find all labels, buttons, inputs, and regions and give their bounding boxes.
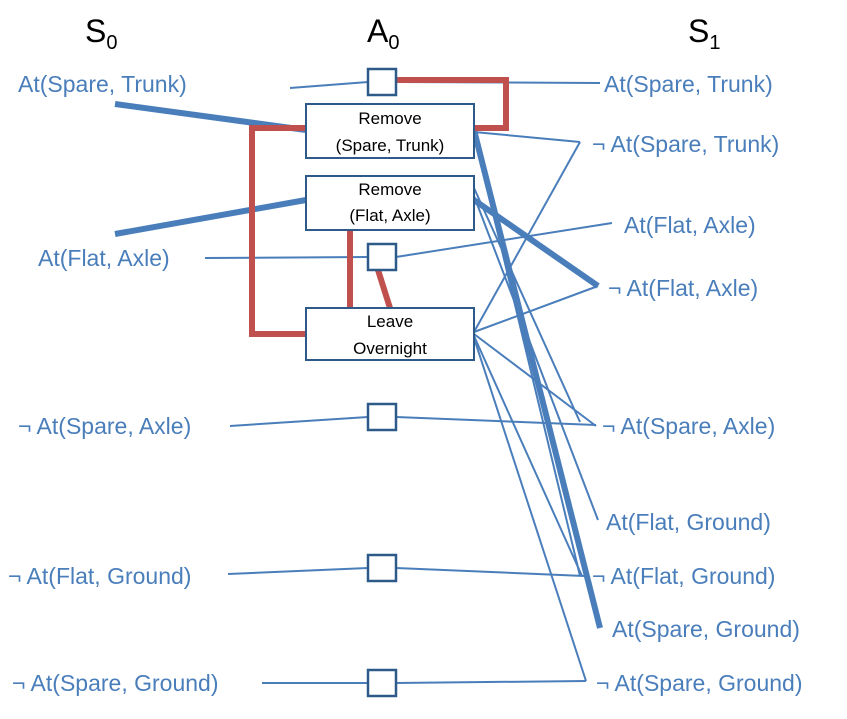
s1-literal: At(Flat, Ground) [606, 509, 771, 535]
edge-leave-not-flat-ground [473, 335, 583, 577]
edge-s0-flat-axle-remove [114, 197, 307, 237]
s0-literals: At(Spare, Trunk) At(Flat, Axle) ¬ At(Spa… [8, 71, 218, 696]
edge-s0-spare-axle-noop [229, 416, 369, 427]
header-a0: A0 [367, 13, 399, 54]
edge-noop-s1-not-spare-axle [395, 416, 597, 426]
s1-literal: At(Spare, Trunk) [604, 71, 773, 97]
s0-literal: At(Flat, Axle) [38, 245, 170, 271]
s0-literal: ¬ At(Spare, Axle) [18, 413, 191, 439]
mutex-links [249, 77, 509, 337]
s1-literal: ¬ At(Flat, Axle) [608, 275, 758, 301]
edge-noop-s1-not-spare-ground [395, 680, 587, 684]
s1-literal: ¬ At(Spare, Trunk) [592, 131, 779, 157]
edge-remove-flat-not-spare-axle [473, 187, 581, 423]
edge-remove-spare-not-spare-trunk [473, 131, 581, 143]
action-label-line2: (Spare, Trunk) [336, 136, 445, 155]
edge-s0-spare-trunk-noop [289, 81, 369, 89]
edge-remove-flat-flat-ground [473, 195, 599, 521]
noop-spare-trunk [366, 67, 398, 97]
noop-boxes [366, 67, 398, 698]
header-s1: S1 [688, 13, 720, 54]
mutex-remove-spare-leave [249, 125, 306, 337]
edge-remove-flat-not-flat-axle [472, 197, 600, 289]
s1-literal: At(Spare, Ground) [612, 616, 800, 642]
action-label-line2: (Flat, Axle) [349, 206, 430, 225]
s1-literal: ¬ At(Spare, Axle) [602, 413, 775, 439]
action-label-line1: Leave [367, 312, 413, 331]
mutex-noop-flat-axle-leave [375, 269, 393, 309]
edge-leave-not-spare-ground [473, 337, 587, 682]
noop-spare-axle [366, 402, 398, 432]
s0-literal: ¬ At(Flat, Ground) [8, 563, 191, 589]
edge-s0-flat-axle-noop [204, 256, 369, 259]
edge-leave-not-flat-axle [473, 285, 599, 333]
action-remove-spare-trunk: Remove (Spare, Trunk) [305, 103, 475, 159]
action-label-line1: Remove [358, 180, 421, 199]
header-s0: S0 [85, 13, 117, 54]
action-remove-flat-axle: Remove (Flat, Axle) [305, 175, 475, 231]
mutex-noop-remove-spare [396, 77, 509, 131]
action-leave-overnight: Leave Overnight [305, 307, 475, 361]
noop-flat-ground [366, 553, 398, 583]
edge-s0-flat-ground-noop [227, 567, 369, 575]
noop-spare-ground [366, 668, 398, 698]
s1-literal: At(Flat, Axle) [624, 212, 756, 238]
s0-literal: At(Spare, Trunk) [18, 71, 187, 97]
s1-literals: At(Spare, Trunk) ¬ At(Spare, Trunk) At(F… [592, 71, 802, 696]
edge-noop-s1-not-flat-ground [395, 567, 585, 577]
action-label-line1: Remove [358, 109, 421, 128]
s0-literal: ¬ At(Spare, Ground) [12, 670, 218, 696]
persistence-edges [204, 81, 613, 684]
noop-flat-axle [366, 242, 398, 272]
s1-literal: ¬ At(Flat, Ground) [592, 563, 775, 589]
action-label-line2: Overnight [353, 339, 427, 358]
s1-literal: ¬ At(Spare, Ground) [596, 670, 802, 696]
